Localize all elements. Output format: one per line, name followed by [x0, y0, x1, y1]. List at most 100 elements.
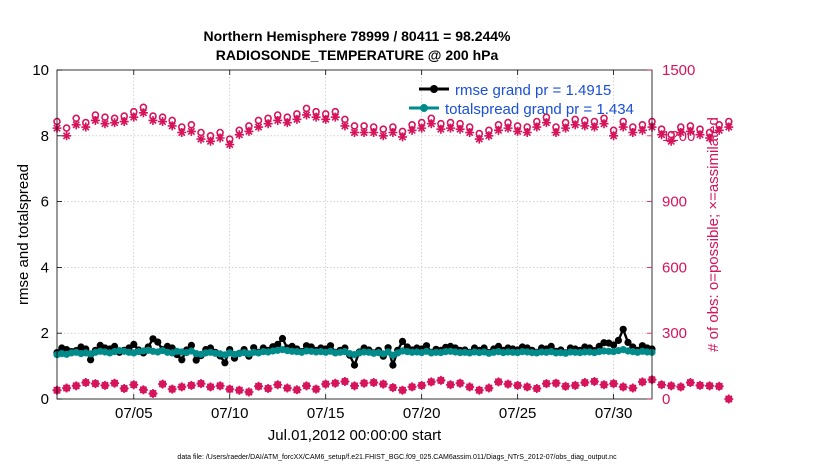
axis-ticks: 07/05 07/10 07/15 07/20 07/25 07/30 0 2 4 6 8 10 0 30…	[32, 62, 695, 422]
series-3-point	[282, 118, 292, 128]
series-5-point	[110, 378, 120, 388]
rmse-spread-series	[53, 325, 656, 370]
x-axis-label: Jul.01,2012 00:00:00 start	[268, 427, 442, 444]
series-3-point	[705, 133, 715, 143]
series-5-point	[714, 381, 724, 391]
series-3-point	[628, 128, 638, 138]
series-5-point	[685, 378, 695, 388]
series-5-point	[215, 381, 225, 391]
series-2-point	[62, 124, 71, 132]
series-0-point	[87, 356, 95, 364]
y2-tick-label: 900	[662, 194, 687, 211]
series-5-point	[580, 378, 590, 388]
series-0-point	[326, 342, 335, 350]
series-5-point	[321, 379, 331, 389]
series-5-point	[302, 381, 312, 391]
series-0-point	[274, 340, 282, 348]
y-tick-label: 8	[41, 128, 49, 145]
series-0-point	[221, 359, 229, 367]
series-3-point	[532, 122, 542, 132]
series-5-point	[513, 380, 523, 390]
y-tick-label: 10	[32, 62, 49, 79]
series-1-group	[53, 346, 656, 359]
series-5-point	[167, 384, 177, 394]
series-5-point	[474, 385, 484, 395]
series-5-point	[503, 379, 513, 389]
series-5-point	[493, 377, 503, 387]
series-0-point	[624, 338, 632, 346]
series-3-point	[350, 128, 359, 138]
series-3-point	[724, 122, 734, 132]
y2-tick-label: 300	[662, 325, 687, 342]
series-5-point	[522, 382, 532, 392]
series-3-point	[378, 131, 388, 141]
series-5-point	[340, 376, 350, 386]
series-3-point	[244, 126, 254, 136]
series-3-point	[71, 120, 81, 130]
chart-title-line1: Northern Hemisphere 78999 / 80411 = 98.2…	[203, 28, 511, 44]
series-3-point	[522, 128, 532, 138]
series-3-point	[666, 136, 676, 146]
series-5-point	[676, 382, 686, 392]
y2-tick-label: 1200	[662, 128, 695, 145]
series-3-point	[455, 124, 465, 134]
series-5-point	[196, 379, 206, 389]
series-3-point	[234, 130, 244, 140]
series-3-point	[436, 124, 446, 134]
series-5-point	[359, 378, 369, 388]
series-0-point	[278, 334, 287, 343]
series-3-point	[215, 133, 225, 143]
series-5-point	[561, 381, 571, 391]
series-3-point	[186, 126, 196, 136]
series-5-point	[388, 383, 398, 393]
series-0-point	[422, 342, 431, 350]
legend-rmse-label: rmse grand pr = 1.4915	[455, 82, 611, 99]
series-5-point	[455, 378, 465, 388]
series-2-point	[187, 121, 196, 129]
series-5-point	[350, 381, 359, 391]
series-3-point	[589, 122, 599, 132]
series-0-point	[111, 342, 119, 350]
series-5-point	[369, 378, 379, 388]
y2-tick-label: 1500	[662, 62, 695, 79]
y2-tick-label: 0	[662, 391, 670, 408]
series-3-point	[551, 128, 561, 138]
series-0-point	[614, 336, 623, 344]
series-3-point	[206, 136, 216, 146]
series-5-point	[292, 385, 302, 395]
series-5-point	[599, 380, 609, 390]
series-5-point	[551, 378, 561, 388]
series-3-point	[397, 132, 407, 142]
series-5-point	[426, 377, 436, 387]
series-0-point	[192, 356, 200, 364]
series-5-point	[311, 384, 321, 394]
series-3-point	[177, 128, 187, 138]
chart-title-line2: RADIOSONDE_TEMPERATURE @ 200 hPa	[216, 47, 499, 63]
series-3-point	[119, 117, 129, 127]
x-tick-label: 07/10	[211, 405, 249, 422]
series-0-point	[494, 342, 503, 350]
series-3-point	[311, 112, 321, 122]
series-5-point	[234, 385, 244, 395]
series-5-point	[225, 384, 235, 394]
x-tick-label: 07/25	[499, 405, 537, 422]
series-0-point	[154, 338, 162, 346]
x-tick-label: 07/20	[403, 405, 441, 422]
series-5-point	[330, 378, 340, 388]
series-3-point	[570, 120, 580, 130]
series-3-point	[138, 108, 148, 118]
series-5-point	[618, 382, 628, 392]
series-5-point	[254, 381, 264, 391]
series-3-point	[359, 128, 369, 138]
series-5-point	[282, 383, 292, 393]
series-3-point	[369, 128, 379, 138]
legend-rmse-marker	[430, 85, 438, 93]
series-0-group	[53, 325, 656, 370]
series-3-point	[81, 122, 91, 132]
series-0-point	[389, 361, 397, 369]
series-3-point	[493, 125, 503, 135]
series-5-point	[417, 380, 427, 390]
series-3-point	[426, 119, 436, 129]
series-5-point	[705, 381, 715, 391]
